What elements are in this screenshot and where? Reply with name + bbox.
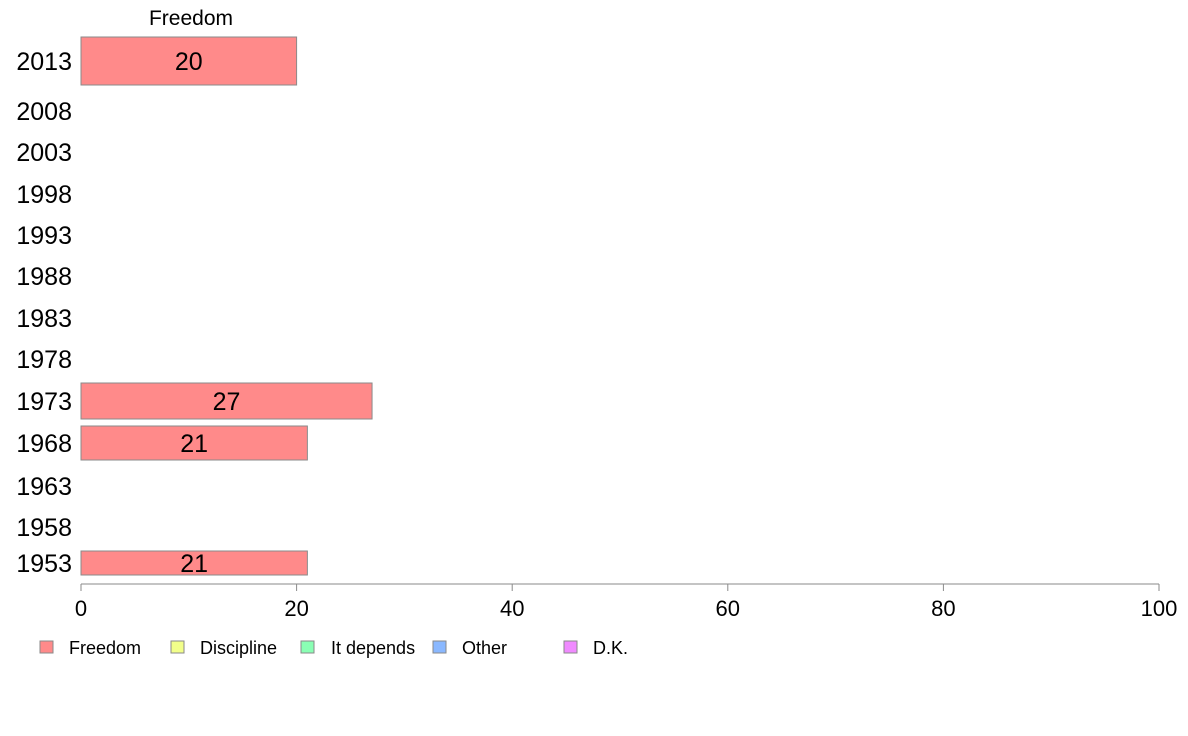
year-label: 2013 [16, 48, 72, 76]
year-label: 1963 [16, 473, 72, 501]
bar [80, 550, 308, 576]
bar-value-label: 27 [213, 388, 241, 416]
legend-label: Freedom [69, 638, 141, 658]
year-labels: 2013 2008 2003 1998 1993 1988 1983 1978 1973 1968… [16, 48, 72, 578]
year-label: 1983 [16, 305, 72, 333]
year-label: 1968 [16, 430, 72, 458]
x-tick-label: 20 [284, 596, 308, 621]
year-label: 2003 [16, 139, 72, 167]
bar-value-label: 21 [180, 550, 208, 578]
x-tick-label: 100 [1141, 596, 1178, 621]
bar-value-label: 21 [180, 430, 208, 458]
year-label: 1973 [16, 388, 72, 416]
legend: Freedom Discipline It depends Other D.K. [39, 638, 628, 658]
x-tick-label: 0 [75, 596, 87, 621]
bar [80, 425, 308, 461]
year-label: 1953 [16, 550, 72, 578]
legend-label: D.K. [593, 638, 628, 658]
x-tick-label: 40 [500, 596, 524, 621]
year-label: 1958 [16, 514, 72, 542]
legend-swatch [432, 640, 447, 654]
legend-swatch [170, 640, 185, 654]
legend-swatch [39, 640, 54, 654]
x-tick-label: 60 [716, 596, 740, 621]
legend-label: Discipline [200, 638, 277, 658]
bar [80, 36, 298, 86]
year-label: 2008 [16, 98, 72, 126]
year-label: 1993 [16, 222, 72, 250]
legend-label: It depends [331, 638, 415, 658]
x-tick-label: 80 [931, 596, 955, 621]
legend-swatch [563, 640, 578, 654]
year-label: 1978 [16, 346, 72, 374]
year-label: 1998 [16, 181, 72, 209]
bar-value-label: 20 [175, 48, 203, 76]
x-axis: 0 20 40 60 80 100 [75, 583, 1178, 621]
bar [80, 382, 373, 420]
year-label: 1988 [16, 263, 72, 291]
legend-swatch [300, 640, 315, 654]
legend-label: Other [462, 638, 507, 658]
column-header: Freedom [149, 7, 233, 30]
